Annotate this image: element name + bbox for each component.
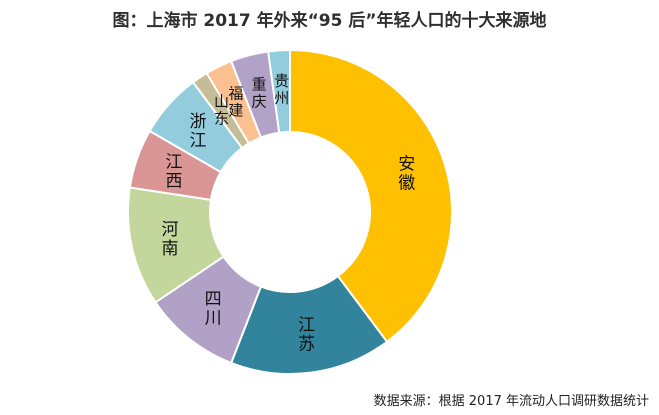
- donut-slices: [127, 48, 453, 375]
- slice-label-5: 江西: [165, 153, 182, 192]
- slice-label-8: 福建: [228, 84, 243, 119]
- chart-title: 图：上海市 2017 年外来“95 后”年轻人口的十大来源地: [112, 11, 547, 31]
- slice-label-2: 江苏: [298, 315, 315, 354]
- slice-label-7: 山东: [214, 93, 229, 128]
- slice-label-10: 贵州: [274, 72, 289, 107]
- slice-label-6: 浙江: [190, 112, 207, 151]
- slice-label-9: 重庆: [252, 76, 267, 111]
- slice-2: [229, 274, 389, 375]
- slice-1: [289, 48, 453, 344]
- slice-label-1: 安徽: [398, 155, 415, 194]
- slice-label-3: 四川: [205, 289, 222, 328]
- slice-10: [267, 48, 291, 134]
- source-note: 数据来源：根据 2017 年流动人口调研数据统计: [373, 394, 649, 409]
- slice-label-4: 河南: [161, 220, 178, 259]
